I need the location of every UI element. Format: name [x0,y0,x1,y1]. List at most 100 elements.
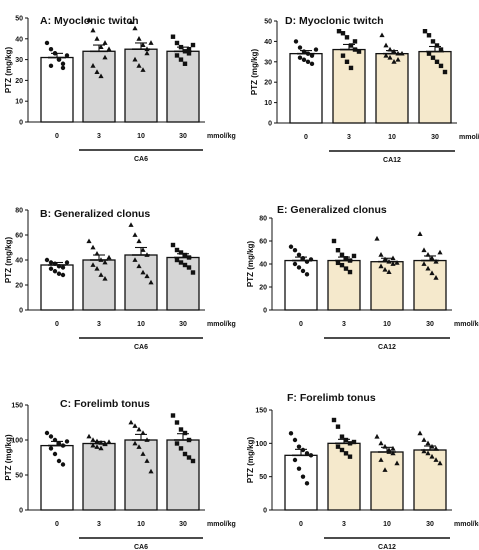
data-point [94,36,100,41]
data-point [170,413,176,418]
y-tick-label: 100 [255,441,267,448]
data-point [382,266,388,272]
data-point [348,65,354,71]
data-point [417,231,423,236]
data-point [170,242,176,248]
y-tick-label: 60 [259,239,267,246]
data-point [300,447,306,453]
y-tick-label: 40 [259,262,267,269]
data-point [394,460,400,466]
data-point [56,271,62,276]
data-point [128,222,134,227]
data-point [102,275,108,281]
data-point [52,261,58,266]
y-tick-label: 40 [15,258,23,265]
data-point [382,443,388,449]
data-point [331,417,337,423]
data-point [52,451,58,457]
data-point [52,269,58,274]
data-point [308,257,314,262]
data-point [178,250,184,255]
data-point [387,54,393,60]
data-point [422,29,428,34]
y-tick-label: 10 [15,99,23,106]
bar-10 [124,48,158,123]
data-point [425,265,431,271]
y-tick-label: 30 [15,57,23,64]
unit-label: mmol/kg [207,321,236,328]
data-point [178,260,184,265]
y-tick-label: 10 [264,100,272,107]
data-point [94,250,100,256]
panel-e: E: Generalized clonus PTZ (mg/kg) 0 20 40 60 8… [246,204,479,351]
data-point [300,256,306,261]
data-point [136,36,142,41]
data-point [297,55,303,60]
panel-c: C: Forelimb tonus PTZ (mg/kg) 0 50 100 150 0 3 1… [4,398,236,550]
data-point [94,444,100,449]
data-point [378,252,384,257]
x-tick-label: 10 [137,133,145,140]
bar-0 [40,264,74,311]
data-point [301,49,307,54]
bar-30 [413,449,447,511]
data-point [374,235,380,241]
bar-10 [370,261,404,311]
y-tick-label: 80 [259,216,267,223]
data-point [60,65,66,71]
y-tick-label: 30 [264,59,272,66]
data-point [136,63,142,68]
data-point [433,445,439,451]
data-point [390,261,396,266]
data-point [186,255,192,260]
y-axis-label: PTZ (mg/kg) [246,241,255,288]
panel-title: D: Myoclonic twitch [285,15,384,27]
data-point [186,455,192,460]
x-tick-label: 10 [383,521,391,528]
data-point [140,42,146,47]
data-point [382,256,388,262]
data-point [48,47,54,52]
y-tick-label: 20 [259,285,267,292]
y-tick-label: 20 [15,283,23,290]
data-point [386,258,392,264]
data-point [335,260,341,266]
data-point [347,269,353,275]
y-tick-label: 20 [264,80,272,87]
bar-30 [413,259,447,311]
data-point [383,42,389,48]
data-point [351,439,357,445]
data-point [90,437,96,442]
data-point [144,252,150,257]
data-point [331,238,337,244]
data-point [378,440,384,446]
bar-3 [82,442,116,511]
data-point [343,437,349,443]
data-point [434,43,440,48]
data-point [430,39,436,44]
y-tick-label: 0 [19,308,23,315]
data-point [132,56,138,62]
panel-title: E: Generalized clonus [277,204,387,216]
y-axis-label: PTZ (mg/kg) [4,47,13,94]
group-label: CA12 [378,344,396,351]
y-tick-label: 40 [264,39,272,46]
group-label: CA12 [383,157,401,164]
data-point [186,51,192,56]
data-point [148,40,154,45]
x-tick-label: 0 [55,321,59,328]
y-tick-label: 150 [11,403,23,410]
x-tick-label: 3 [97,321,101,328]
data-point [356,49,362,54]
data-point [309,53,315,58]
data-point [98,272,104,277]
data-point [438,47,444,52]
data-point [136,238,142,244]
x-tick-label: 3 [342,521,346,528]
x-tick-label: 10 [137,521,145,528]
data-point [425,450,431,456]
data-point [140,451,146,456]
